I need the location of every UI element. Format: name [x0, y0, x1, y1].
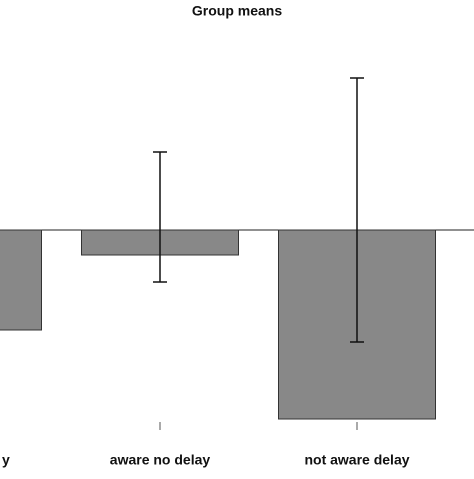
error-bar — [153, 151, 167, 283]
x-tick-label: aware no delay — [110, 452, 211, 468]
bar — [0, 229, 42, 331]
x-tick-label: not aware delay — [304, 452, 409, 468]
x-tick-label: y — [2, 452, 10, 468]
error-bar — [350, 77, 364, 343]
chart-title: Group means — [192, 3, 282, 19]
